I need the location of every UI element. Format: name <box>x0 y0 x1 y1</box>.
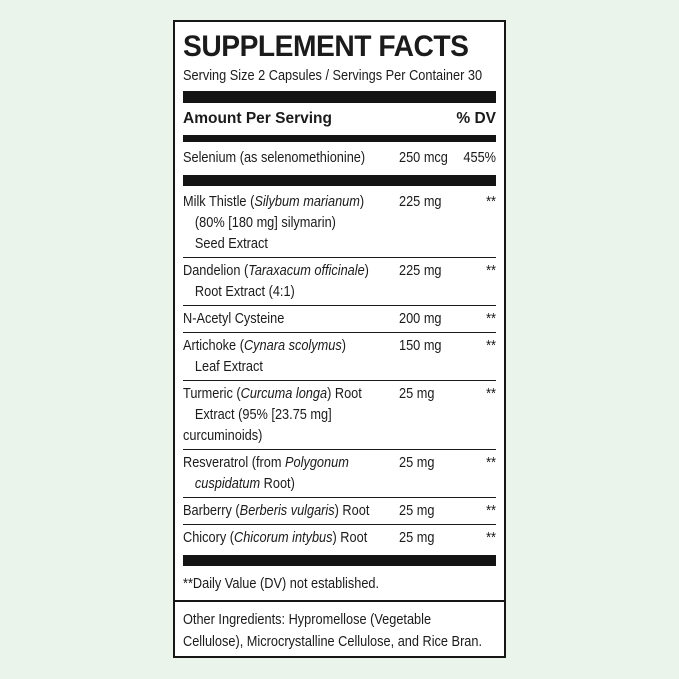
table-row: Artichoke (Cynara scolymus) Leaf Extract 1… <box>183 333 496 381</box>
dv-value: 455% <box>463 149 496 166</box>
ingredient-name: Dandelion (Taraxacum officinale) Root Ext… <box>183 260 385 302</box>
ingredient-name: Selenium (as selenomethionine) <box>183 147 385 168</box>
ingredient-name-line: Barberry (Berberis vulgaris) Root <box>183 502 370 519</box>
dv-value: ** <box>486 385 496 402</box>
facts-rows: Selenium (as selenomethionine) 250 mcg 455… <box>183 145 496 566</box>
ingredient-name: Barberry (Berberis vulgaris) Root <box>183 500 385 521</box>
table-row: Resveratrol (from Polygonum cuspidatum Ro… <box>183 450 496 498</box>
table-row: Turmeric (Curcuma longa) Root Extract (95… <box>183 381 496 450</box>
dv-header: % DV <box>456 110 496 127</box>
ingredient-name: N-Acetyl Cysteine <box>183 308 385 329</box>
ingredient-name: Turmeric (Curcuma longa) Root Extract (95… <box>183 383 385 446</box>
table-row: Milk Thistle (Silybum marianum) (80% [180… <box>183 189 496 258</box>
amount-value: 225 mg <box>399 193 442 210</box>
ingredient-name-line: Resveratrol (from Polygonum <box>183 454 349 471</box>
ingredient-name-line: Milk Thistle (Silybum marianum) <box>183 193 365 210</box>
dv-footnote: **Daily Value (DV) not established. <box>183 569 496 600</box>
ingredient-name-line: N-Acetyl Cysteine <box>183 310 285 327</box>
amount-value: 200 mg <box>399 310 442 327</box>
ingredient-name: Chicory (Chicorum intybus) Root <box>183 527 385 548</box>
amount-per-serving-header: Amount Per Serving <box>183 110 332 127</box>
dv-value: ** <box>486 502 496 519</box>
dv-value: ** <box>486 262 496 279</box>
ingredient-name-line: Artichoke (Cynara scolymus) <box>183 337 346 354</box>
dv-value: ** <box>486 337 496 354</box>
thick-divider <box>183 555 496 566</box>
amount-value: 25 mg <box>399 385 435 402</box>
ingredient-name-line: Dandelion (Taraxacum officinale) <box>183 262 369 279</box>
amount-value: 25 mg <box>399 502 435 519</box>
table-row: Selenium (as selenomethionine) 250 mcg 455… <box>183 145 496 171</box>
amount-value: 25 mg <box>399 529 435 546</box>
ingredient-name-line: Turmeric (Curcuma longa) Root <box>183 385 362 402</box>
other-ingredients-line: Cellulose), Microcrystalline Cellulose, … <box>183 633 483 650</box>
ingredient-name-line: Extract (95% [23.75 mg] <box>194 406 332 423</box>
table-row: N-Acetyl Cysteine 200 mg ** <box>183 306 496 333</box>
ingredient-name-line: Selenium (as selenomethionine) <box>183 149 366 166</box>
ingredient-name: Resveratrol (from Polygonum cuspidatum Ro… <box>183 452 385 494</box>
section-divider <box>175 600 504 602</box>
ingredient-name-line: cuspidatum Root) <box>194 475 295 492</box>
amount-value: 225 mg <box>399 262 442 279</box>
thick-divider <box>183 135 496 142</box>
amount-value: 150 mg <box>399 337 442 354</box>
dv-value: ** <box>486 193 496 210</box>
supplement-facts-panel: SUPPLEMENT FACTS Serving Size 2 Capsules… <box>173 20 506 658</box>
other-ingredients-line: Other Ingredients: Hypromellose (Vegetab… <box>183 611 432 628</box>
amount-value: 250 mcg <box>399 149 448 166</box>
serving-info-text: Serving Size 2 Capsules / Servings Per C… <box>183 67 483 84</box>
thick-divider <box>183 91 496 103</box>
ingredient-name-line: (80% [180 mg] silymarin) <box>194 214 336 231</box>
thick-divider <box>183 175 496 186</box>
ingredient-name-line: Seed Extract <box>194 235 268 252</box>
ingredient-name-line: curcuminoids) <box>183 427 263 444</box>
ingredient-name-line: Chicory (Chicorum intybus) Root <box>183 529 368 546</box>
ingredient-name-line: Root Extract (4:1) <box>194 283 295 300</box>
ingredient-name: Milk Thistle (Silybum marianum) (80% [180… <box>183 191 385 254</box>
ingredient-name-line: Leaf Extract <box>194 358 263 375</box>
dv-footnote-text: **Daily Value (DV) not established. <box>183 575 380 592</box>
table-row: Dandelion (Taraxacum officinale) Root Ext… <box>183 258 496 306</box>
dv-value: ** <box>486 454 496 471</box>
serving-info: Serving Size 2 Capsules / Servings Per C… <box>183 64 496 87</box>
other-ingredients: Other Ingredients: Hypromellose (Vegetab… <box>183 602 496 656</box>
ingredient-name: Artichoke (Cynara scolymus) Leaf Extract <box>183 335 385 377</box>
dv-value: ** <box>486 310 496 327</box>
table-row: Chicory (Chicorum intybus) Root 25 mg ** <box>183 525 496 551</box>
amount-value: 25 mg <box>399 454 435 471</box>
table-row: Barberry (Berberis vulgaris) Root 25 mg ** <box>183 498 496 525</box>
column-header-row: Amount Per Serving % DV <box>183 106 496 132</box>
dv-value: ** <box>486 529 496 546</box>
panel-title: SUPPLEMENT FACTS <box>183 30 469 63</box>
